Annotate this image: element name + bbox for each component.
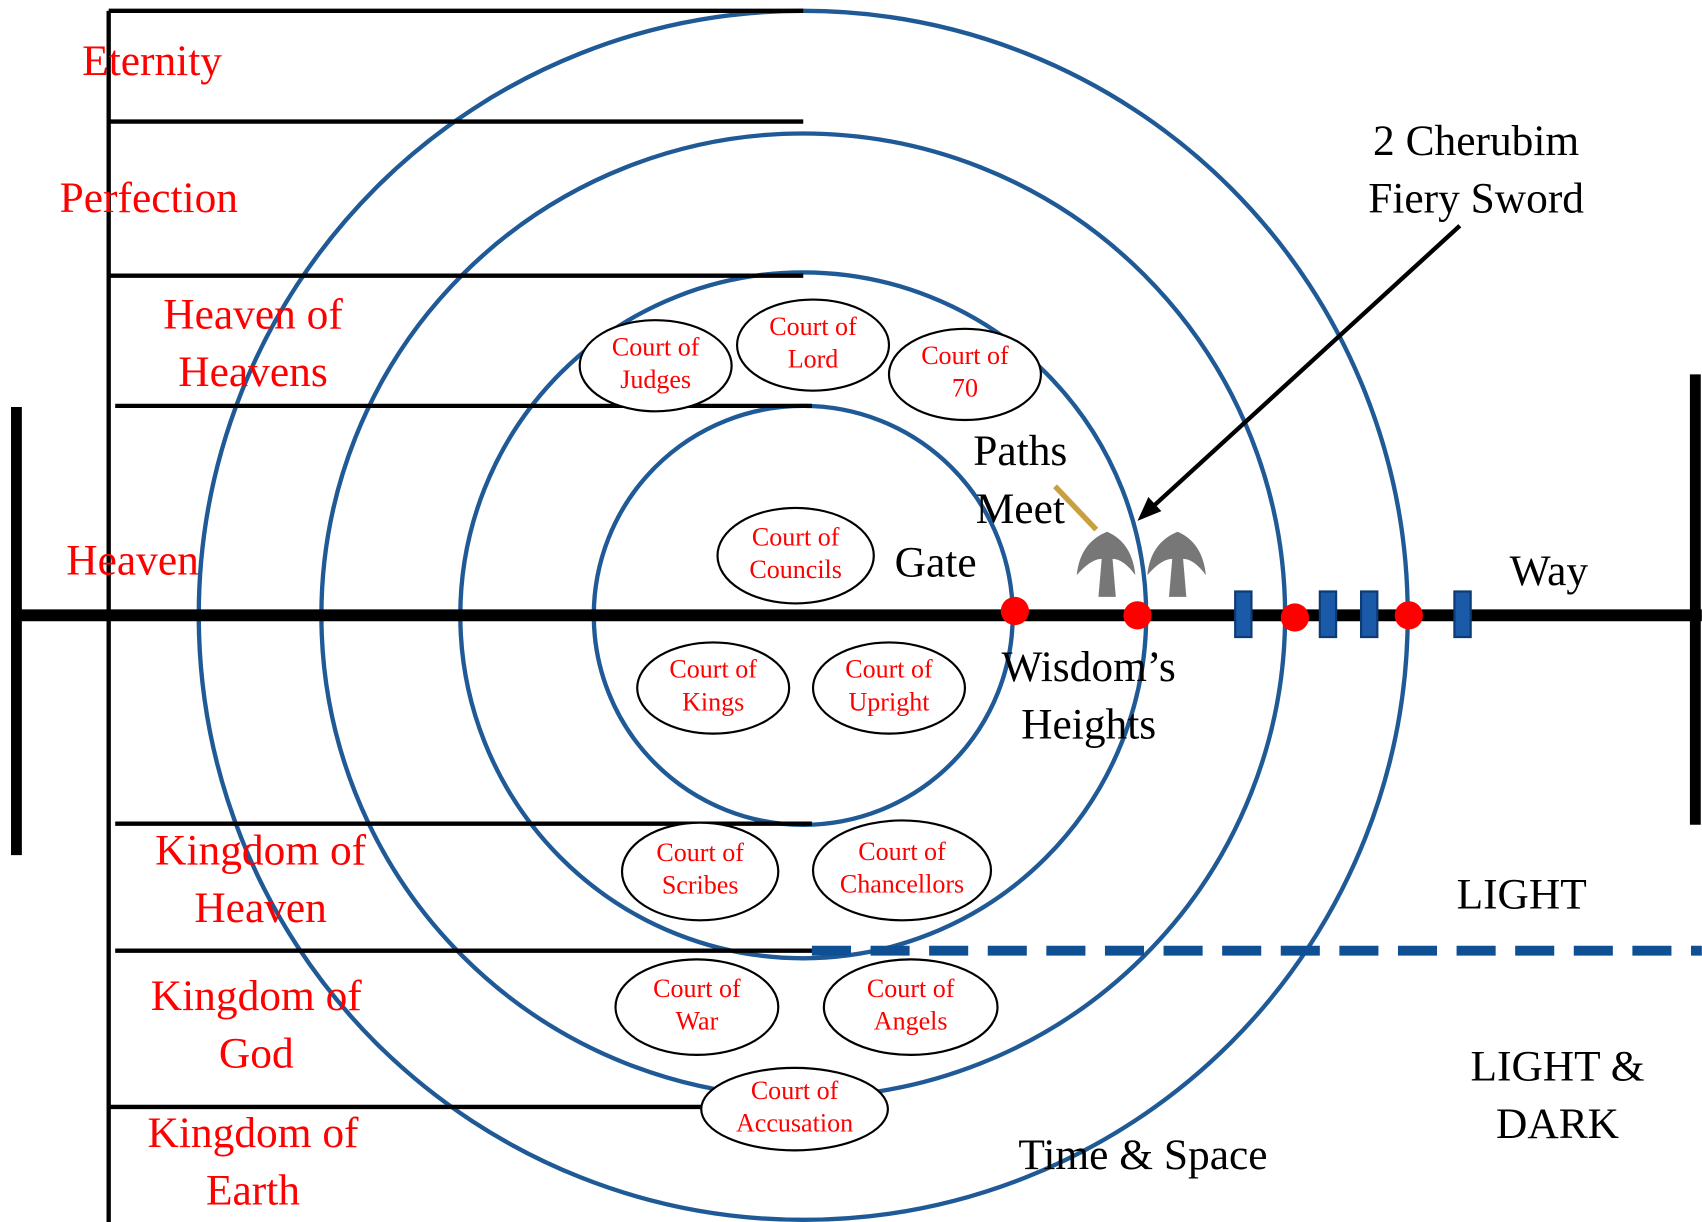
label-line: Judges bbox=[620, 365, 691, 394]
label-line: Perfection bbox=[60, 174, 239, 222]
court-ellipse bbox=[822, 958, 999, 1056]
label-line: Court of bbox=[921, 341, 1009, 370]
label-line: Fiery Sword bbox=[1368, 174, 1584, 222]
court-ellipse bbox=[614, 958, 780, 1056]
label-line: 70 bbox=[952, 374, 978, 403]
court-ellipse bbox=[700, 1066, 889, 1152]
label-line: 2 Cherubim bbox=[1373, 117, 1579, 165]
label-line: DARK bbox=[1496, 1100, 1619, 1148]
label-line: Heavens bbox=[178, 348, 327, 396]
court-ellipse bbox=[887, 327, 1043, 422]
label-line: Upright bbox=[848, 687, 930, 716]
label-line: War bbox=[676, 1006, 719, 1035]
label-line: Councils bbox=[749, 555, 842, 584]
label-line: Wisdom’s bbox=[1002, 643, 1176, 691]
label-line: Kings bbox=[682, 687, 744, 716]
label-line: God bbox=[219, 1030, 294, 1078]
court-ellipse bbox=[620, 821, 780, 922]
label-line: Way bbox=[1510, 547, 1589, 595]
label-line: Court of bbox=[656, 838, 744, 867]
cherubim bbox=[1053, 484, 1206, 597]
way-points bbox=[1000, 596, 1423, 632]
label-line: Eternity bbox=[82, 37, 222, 85]
label-line: Heights bbox=[1021, 701, 1156, 749]
label-line: Kingdom of bbox=[155, 827, 367, 875]
label-line: Heaven of bbox=[163, 290, 343, 338]
label-line: Court of bbox=[858, 837, 946, 866]
marker bbox=[1318, 590, 1338, 639]
sword bbox=[1053, 484, 1099, 532]
court-ellipse bbox=[636, 641, 791, 735]
label-line: Court of bbox=[751, 1076, 839, 1105]
arrow bbox=[1137, 224, 1462, 521]
label-line: Court of bbox=[845, 655, 933, 684]
label-line: LIGHT bbox=[1457, 871, 1587, 919]
label-line: Accusation bbox=[736, 1108, 853, 1137]
label-line: Court of bbox=[867, 974, 955, 1003]
label-line: Time & Space bbox=[1018, 1131, 1267, 1179]
label-line: Paths bbox=[973, 427, 1067, 475]
label-line: Lord bbox=[788, 344, 839, 373]
courts: Court of Judges Court of Lord Court of 70 Cour… bbox=[578, 298, 1043, 1152]
way-markers bbox=[1234, 590, 1472, 639]
label-line: Court of bbox=[769, 312, 857, 341]
court-ellipse bbox=[578, 319, 733, 413]
label-line: LIGHT & bbox=[1470, 1043, 1644, 1091]
court-ellipse bbox=[811, 641, 967, 735]
label-line: Scribes bbox=[662, 871, 739, 900]
court-ellipse bbox=[716, 506, 875, 605]
point bbox=[1394, 601, 1423, 630]
label-line: Gate bbox=[895, 538, 977, 586]
label-line: Earth bbox=[206, 1166, 300, 1214]
court-ellipse bbox=[735, 298, 891, 392]
marker bbox=[1359, 590, 1379, 639]
court-ellipse bbox=[811, 819, 993, 922]
label-line: Kingdom of bbox=[148, 1109, 360, 1157]
cherub bbox=[1076, 531, 1206, 597]
point bbox=[1000, 596, 1029, 626]
label-line: Angels bbox=[874, 1006, 948, 1035]
label-line: Chancellors bbox=[840, 870, 964, 899]
label-line: Heaven bbox=[194, 884, 327, 932]
label-line: Kingdom of bbox=[151, 972, 363, 1020]
point bbox=[1280, 603, 1309, 632]
marker bbox=[1453, 590, 1472, 639]
labels: Eternity Perfection Heaven of Heavens Heaven… bbox=[60, 37, 1645, 1214]
label-line: Heaven bbox=[66, 536, 199, 584]
label-line: Court of bbox=[669, 655, 757, 684]
marker bbox=[1234, 590, 1253, 639]
label-line: Court of bbox=[653, 974, 741, 1003]
point bbox=[1123, 601, 1152, 630]
label-line: Court of bbox=[612, 332, 700, 361]
label-line: Court of bbox=[752, 522, 840, 551]
label-line: Meet bbox=[976, 485, 1065, 533]
